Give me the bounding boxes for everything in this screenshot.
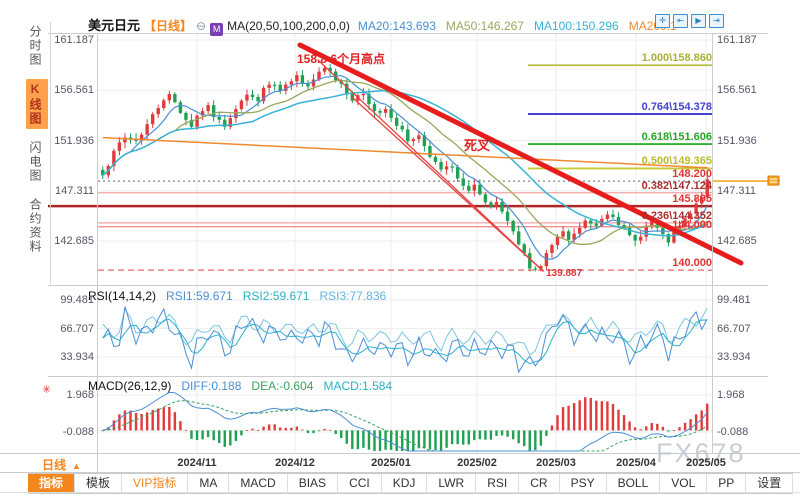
- bottom-tab-PSY[interactable]: PSY: [560, 474, 607, 493]
- rsi-title: RSI(14,14,2): [88, 289, 157, 303]
- diff-value: DIFF:0.188: [181, 379, 242, 393]
- ma50-value: MA50:146.267: [445, 19, 524, 33]
- bottom-tab-item15[interactable]: 设置: [746, 474, 794, 493]
- trendlines: [297, 42, 744, 272]
- chart-header: 美元日元 【日线】 ⊖ M MA(20,50,100,200,0,0) MA20:143.…: [88, 15, 687, 36]
- symbol-title: 美元日元: [88, 18, 141, 33]
- bottom-tab-item1[interactable]: 模板: [75, 474, 123, 493]
- sidebar-item-lightning[interactable]: 闪电图: [28, 141, 42, 183]
- watermark: FX678: [656, 438, 746, 468]
- bottom-tab-LWR[interactable]: LWR: [427, 474, 477, 493]
- bottom-tab-RSI[interactable]: RSI: [476, 474, 520, 493]
- indicator-toolbar: 指标 模板 VIP指标 MA MACD BIAS CCI KDJ LWR RSI CR PSY BOLL…: [28, 473, 794, 494]
- period-tag: 【日线】: [144, 19, 193, 33]
- ma100-value: MA100:150.296: [533, 19, 619, 33]
- bottom-tab-VIP[interactable]: VIP指标: [122, 474, 189, 493]
- ma-lines: [102, 75, 708, 260]
- bottom-tab-MACD[interactable]: MACD: [229, 474, 288, 493]
- chart-type-sidebar: 分时图 K线图 闪电图 合约资料: [26, 22, 51, 284]
- triangle-up-icon: ▲: [72, 461, 81, 471]
- macd-lines: [102, 391, 708, 452]
- bottom-tab-KDJ[interactable]: KDJ: [382, 474, 428, 493]
- rsi3-value: RSI3:77.836: [319, 289, 387, 303]
- gridlines: [98, 34, 712, 453]
- dea-value: DEA:-0.604: [251, 379, 314, 393]
- indicator-settings-icon[interactable]: ✳: [42, 384, 52, 396]
- collapse-icon[interactable]: ⊖: [196, 19, 207, 33]
- sidebar-item-kline[interactable]: K线图: [26, 79, 48, 129]
- bottom-tab-CCI[interactable]: CCI: [338, 474, 382, 493]
- pan-icon[interactable]: ✛: [655, 14, 670, 28]
- macd-title: MACD(26,12,9): [88, 379, 172, 393]
- bottom-tab-BIAS[interactable]: BIAS: [288, 474, 339, 493]
- rsi-lines: [102, 306, 708, 374]
- bottom-divider: [0, 492, 800, 493]
- sidebar-item-timeshare[interactable]: 分时图: [28, 25, 42, 67]
- rsi1-value: RSI1:59.671: [166, 289, 233, 303]
- price-alert-marker[interactable]: [767, 175, 780, 186]
- macd-histogram: [101, 397, 709, 451]
- ma-settings-label: MA(20,50,100,200,0,0): [227, 19, 350, 33]
- bottom-tab-PP[interactable]: PP: [707, 474, 747, 493]
- play-icon[interactable]: ▶: [691, 14, 706, 28]
- bottom-tab-MA[interactable]: MA: [188, 474, 230, 493]
- macd-header: MACD(26,12,9) DIFF:0.188 DEA:-0.604 MACD:1.…: [88, 379, 392, 393]
- price-levels: [48, 64, 712, 271]
- panel-borders: [0, 33, 800, 473]
- timeframe-tab[interactable]: 日线 ▲: [42, 458, 81, 472]
- bottom-tab-VOL[interactable]: VOL: [660, 474, 708, 493]
- indicator-icon[interactable]: M: [210, 23, 224, 36]
- bottom-tab-indicator[interactable]: 指标: [28, 474, 76, 493]
- step-back-icon[interactable]: ⇤: [673, 14, 688, 28]
- bottom-tab-BOLL[interactable]: BOLL: [607, 474, 661, 493]
- sidebar-item-contract-info[interactable]: 合约资料: [28, 198, 42, 254]
- rsi-header: RSI(14,14,2) RSI1:59.671 RSI2:59.671 RSI3:7…: [88, 289, 386, 303]
- macd-value: MACD:1.584: [323, 379, 393, 393]
- chart-window-controls: ✛ ⇤ ▶ ⇥: [655, 14, 724, 28]
- bottom-tab-CR[interactable]: CR: [519, 474, 560, 493]
- rsi2-value: RSI2:59.671: [242, 289, 310, 303]
- step-forward-icon[interactable]: ⇥: [709, 14, 724, 28]
- ma20-value: MA20:143.693: [357, 19, 436, 33]
